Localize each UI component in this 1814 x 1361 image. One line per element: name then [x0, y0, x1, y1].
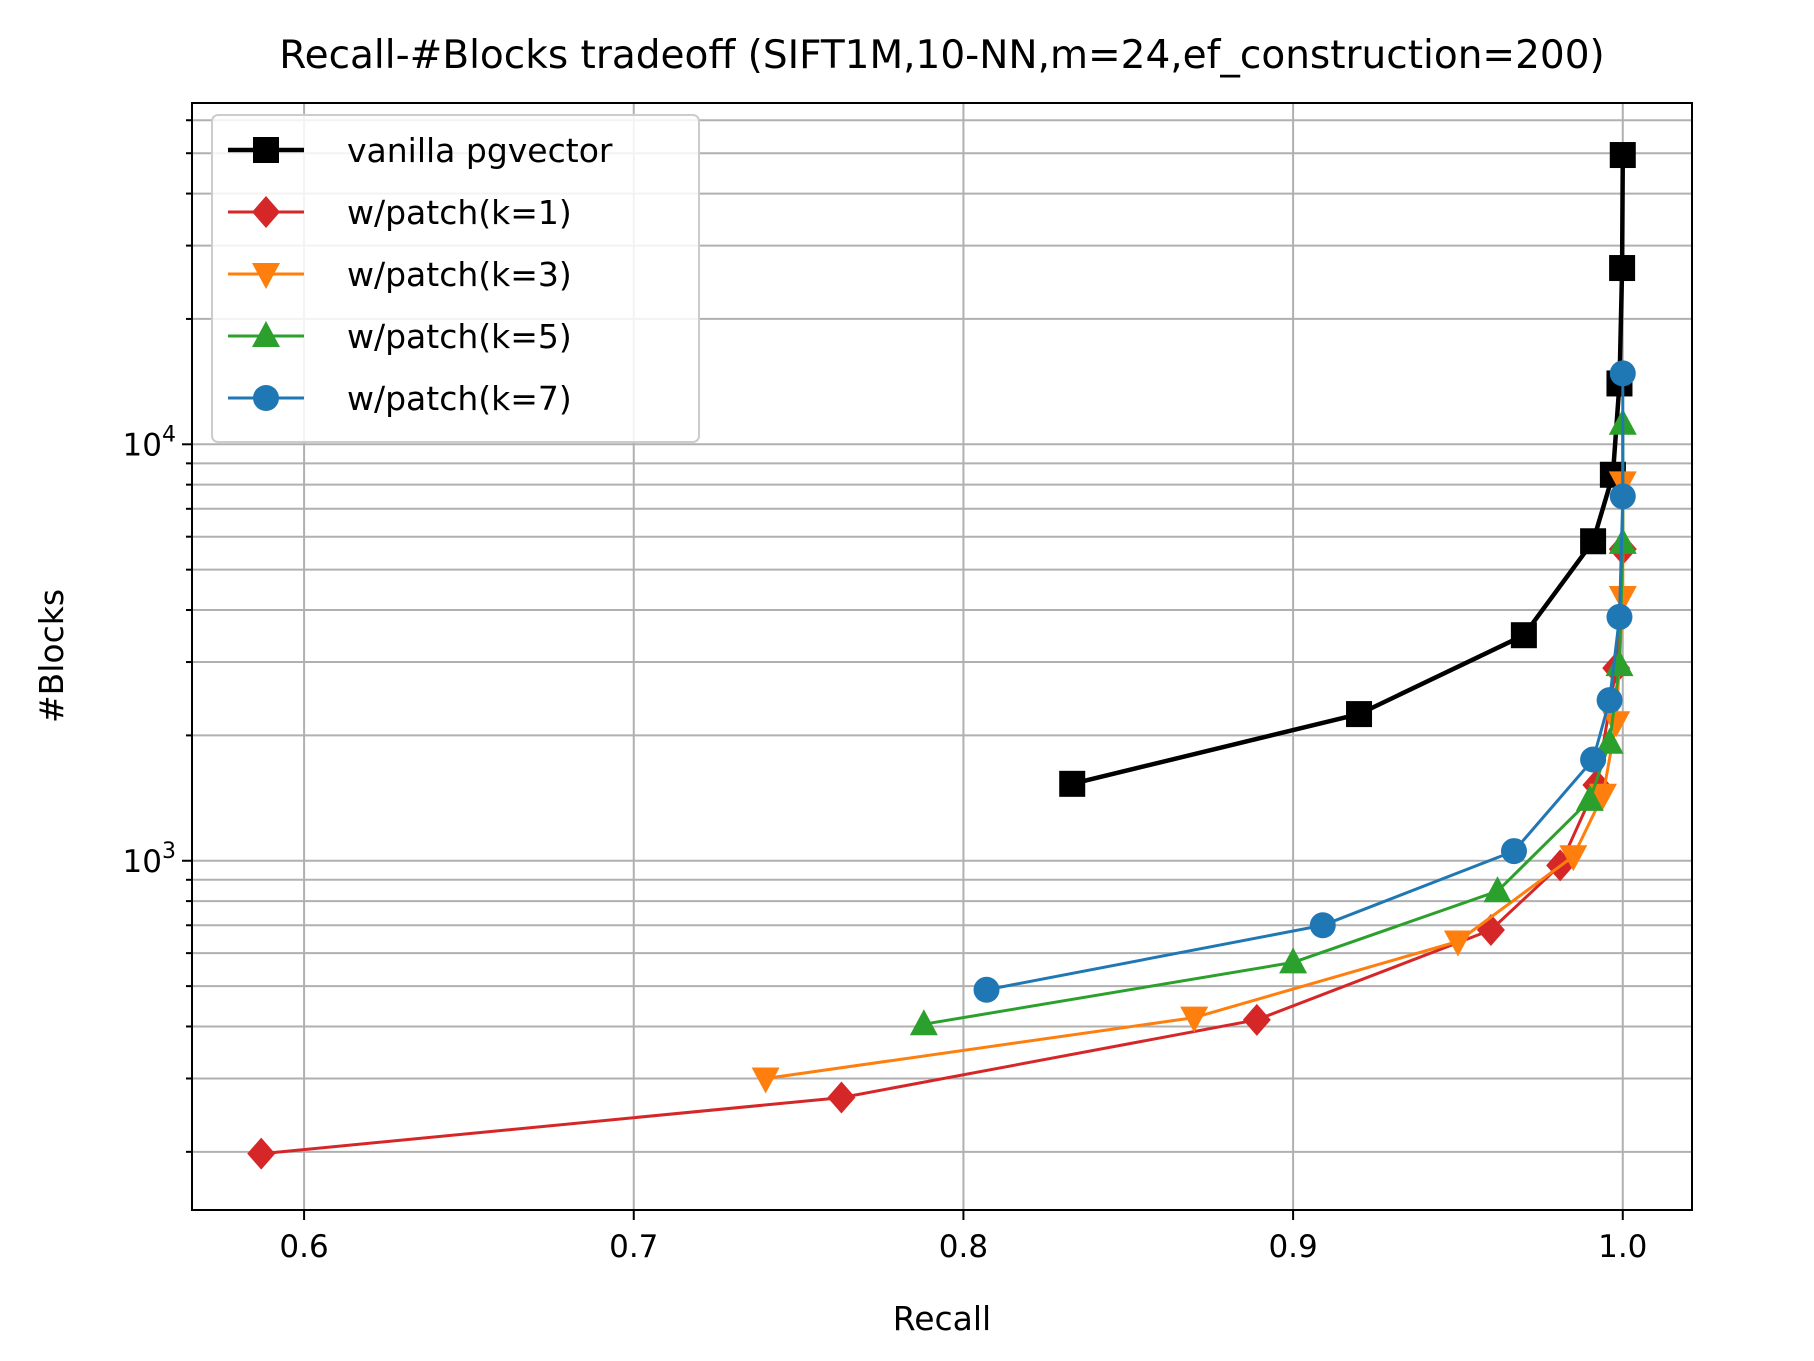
y-tick-base: 10: [123, 844, 162, 880]
data-point: [1602, 711, 1631, 738]
x-tick-label: 0.6: [279, 1229, 328, 1265]
series-line: [1071, 154, 1626, 786]
legend-marker: [253, 385, 279, 411]
data-point: [1588, 783, 1617, 810]
y-tick-label: 103: [123, 839, 176, 880]
series-0: [1059, 142, 1636, 797]
data-point: [1575, 784, 1604, 811]
data-point: [1059, 770, 1086, 797]
data-point: [1279, 947, 1308, 974]
legend-marker: [252, 196, 280, 228]
data-point: [1609, 142, 1636, 169]
data-point: [1559, 845, 1588, 872]
data-point: [1346, 701, 1373, 728]
data-point: [1606, 603, 1633, 630]
data-point: [1180, 1006, 1209, 1033]
data-point: [1609, 360, 1636, 387]
data-point: [1242, 1003, 1271, 1036]
legend-marker: [253, 137, 279, 163]
data-point: [751, 1067, 780, 1094]
plot-series: [247, 142, 1637, 1170]
x-axis-label: Recall: [893, 1299, 991, 1338]
data-point: [1580, 528, 1607, 555]
chart-title: Recall-#Blocks tradeoff (SIFT1M,10-NN,m=…: [279, 33, 1605, 78]
y-tick-exponent: 3: [162, 839, 176, 864]
data-point: [1483, 876, 1512, 903]
legend-label: w/patch(k=1): [347, 193, 572, 232]
data-point: [1500, 838, 1527, 865]
x-axis-ticks: 0.6 0.7 0.8 0.9 1.0: [279, 1210, 1647, 1265]
data-point: [1580, 746, 1607, 773]
legend-marker: [252, 321, 280, 347]
legend-box: [211, 114, 700, 443]
x-tick-label: 1.0: [1598, 1229, 1647, 1265]
data-point: [1510, 622, 1537, 649]
legend-marker: [252, 263, 280, 289]
y-tick-base: 10: [123, 427, 162, 463]
data-point: [973, 976, 1000, 1003]
grid-lines: [192, 103, 1692, 1210]
y-axis-label: #Blocks: [32, 589, 71, 723]
data-point: [1609, 255, 1636, 282]
y-tick-label: 104: [123, 422, 176, 463]
legend-label: w/patch(k=7): [347, 379, 572, 418]
data-point: [247, 1137, 276, 1170]
legend-label: vanilla pgvector: [347, 131, 613, 170]
legend-label: w/patch(k=3): [347, 255, 572, 294]
series-4: [973, 360, 1636, 1003]
data-point: [1309, 912, 1336, 939]
data-point: [1609, 483, 1636, 510]
data-point: [909, 1009, 938, 1036]
plot-frame: [191, 102, 1693, 1211]
x-tick-label: 0.8: [939, 1229, 988, 1265]
data-point: [1595, 727, 1624, 754]
y-tick-exponent: 4: [162, 422, 176, 447]
legend-label: w/patch(k=5): [347, 317, 572, 356]
data-point: [1596, 687, 1623, 714]
legend: vanilla pgvector w/patch(k=1) w/patch(k=3)…: [211, 114, 700, 443]
x-tick-label: 0.9: [1268, 1229, 1317, 1265]
data-point: [827, 1081, 856, 1114]
series-line: [986, 373, 1625, 992]
x-tick-label: 0.7: [609, 1229, 658, 1265]
data-point: [1443, 930, 1472, 957]
